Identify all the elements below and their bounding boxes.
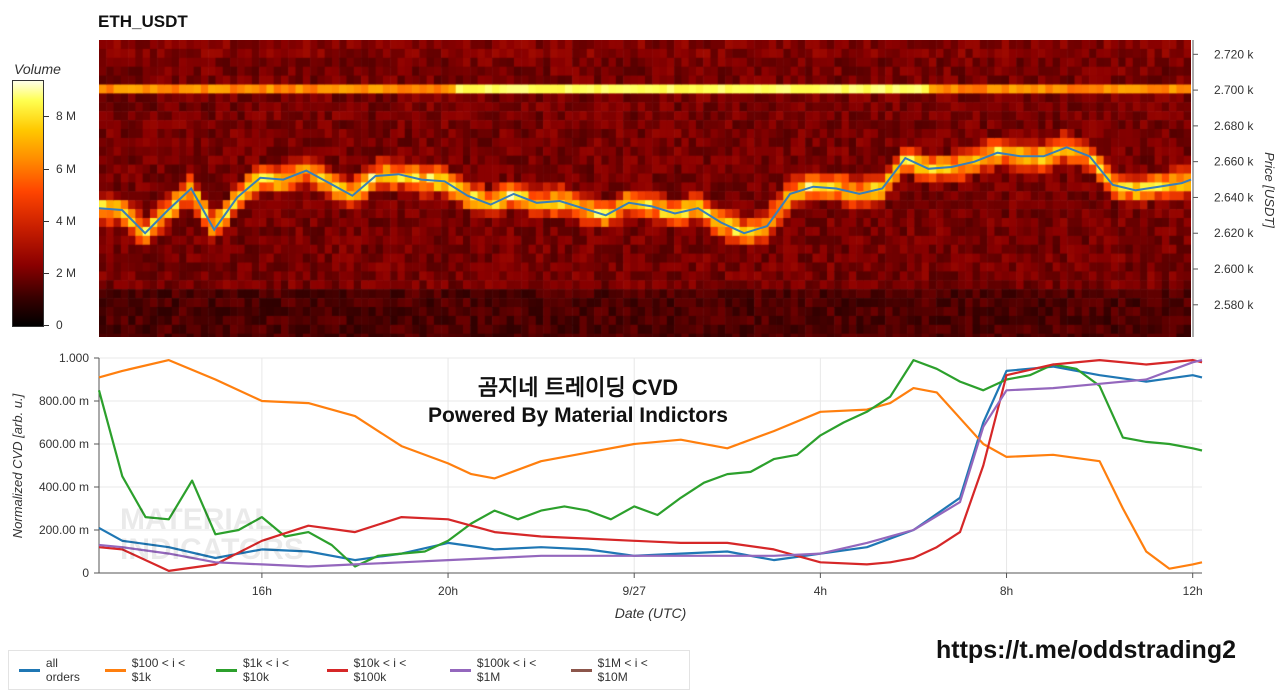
legend: all orders $100 < i < $1k $1k < i < $10k $1…	[8, 650, 690, 690]
colorbar-tick-label: 6 M	[56, 161, 77, 176]
price-tick-label: 2.660 k	[1214, 155, 1254, 169]
legend-item[interactable]: $100 < i < $1k	[104, 656, 204, 684]
price-line	[98, 146, 1192, 235]
colorbar-tick-label: 8 M	[56, 109, 77, 124]
y-tick-label: 200.00 m	[39, 523, 89, 537]
colorbar-tick-mark	[44, 272, 49, 274]
legend-item[interactable]: all orders	[19, 656, 93, 684]
legend-label: $1M < i < $10M	[597, 656, 648, 684]
orderbook-heatmap[interactable]	[99, 40, 1191, 337]
cvd-chart-title: 곰지네 트레이딩 CVD	[477, 375, 679, 400]
x-tick-label: 16h	[252, 584, 272, 598]
y-tick-label: 600.00 m	[39, 437, 89, 451]
price-tick-label: 2.680 k	[1214, 119, 1254, 133]
series-line-2	[98, 359, 1203, 570]
legend-label: all orders	[45, 656, 80, 684]
legend-swatch	[19, 668, 40, 672]
legend-swatch	[570, 668, 592, 672]
watermark-line: MATERIAL	[120, 503, 273, 536]
y-tick-label: 400.00 m	[39, 480, 89, 494]
volume-colorbar	[12, 80, 44, 327]
price-tick-label: 2.640 k	[1214, 190, 1254, 204]
price-axis-label: Price [USDT]	[1262, 152, 1277, 228]
legend-label: $100 < i < $1k	[131, 656, 186, 684]
y-axis-label: Normalized CVD [arb. u.]	[10, 393, 25, 538]
legend-swatch	[216, 668, 237, 672]
colorbar-tick-label: 4 M	[56, 213, 77, 228]
legend-label: $1k < i < $10k	[242, 656, 289, 684]
legend-label: $10k < i < $100k	[353, 656, 407, 684]
series-line-5	[98, 359, 1203, 568]
colorbar-tick-mark	[44, 220, 49, 222]
colorbar-tick-mark	[44, 168, 49, 170]
legend-swatch	[104, 668, 126, 672]
legend-item[interactable]: $1M < i < $10M	[570, 656, 677, 684]
colorbar-label: Volume	[14, 61, 61, 77]
series-line-3	[97, 359, 1203, 568]
legend-swatch	[449, 668, 471, 672]
x-tick-label: 12h	[1183, 584, 1203, 598]
x-tick-label: 9/27	[623, 584, 647, 598]
y-tick-label: 1.000	[59, 351, 89, 365]
legend-swatch	[326, 668, 348, 672]
chart-title: ETH_USDT	[98, 12, 188, 31]
plot-area	[99, 358, 1202, 573]
price-tick-label: 2.700 k	[1214, 83, 1254, 97]
price-tick-label: 2.580 k	[1214, 298, 1254, 312]
colorbar-tick-mark	[44, 116, 49, 118]
watermark-logo: MATERIAL INDICATORS	[120, 505, 304, 565]
x-tick-label: 20h	[438, 584, 458, 598]
x-axis-label: Date (UTC)	[615, 605, 687, 621]
series-line-4	[98, 359, 1203, 572]
legend-item[interactable]: $100k < i < $1M	[449, 656, 559, 684]
legend-item[interactable]: $10k < i < $100k	[326, 656, 438, 684]
price-tick-label: 2.620 k	[1214, 226, 1254, 240]
colorbar-tick-label: 0	[56, 318, 63, 332]
telegram-link[interactable]: https://t.me/oddstrading2	[936, 636, 1236, 664]
x-tick-label: 8h	[1000, 584, 1013, 598]
legend-label: $100k < i < $1M	[476, 656, 537, 684]
price-tick-label: 2.720 k	[1214, 47, 1254, 61]
y-tick-label: 0	[82, 566, 89, 580]
watermark-line: INDICATORS	[120, 533, 304, 566]
legend-item[interactable]: $1k < i < $10k	[216, 656, 315, 684]
price-tick-label: 2.600 k	[1214, 262, 1254, 276]
colorbar-tick-mark	[44, 325, 49, 326]
cvd-chart-subtitle: Powered By Material Indictors	[428, 404, 728, 427]
colorbar-tick-label: 2 M	[56, 265, 77, 280]
y-tick-label: 800.00 m	[39, 394, 89, 408]
x-tick-label: 4h	[814, 584, 827, 598]
